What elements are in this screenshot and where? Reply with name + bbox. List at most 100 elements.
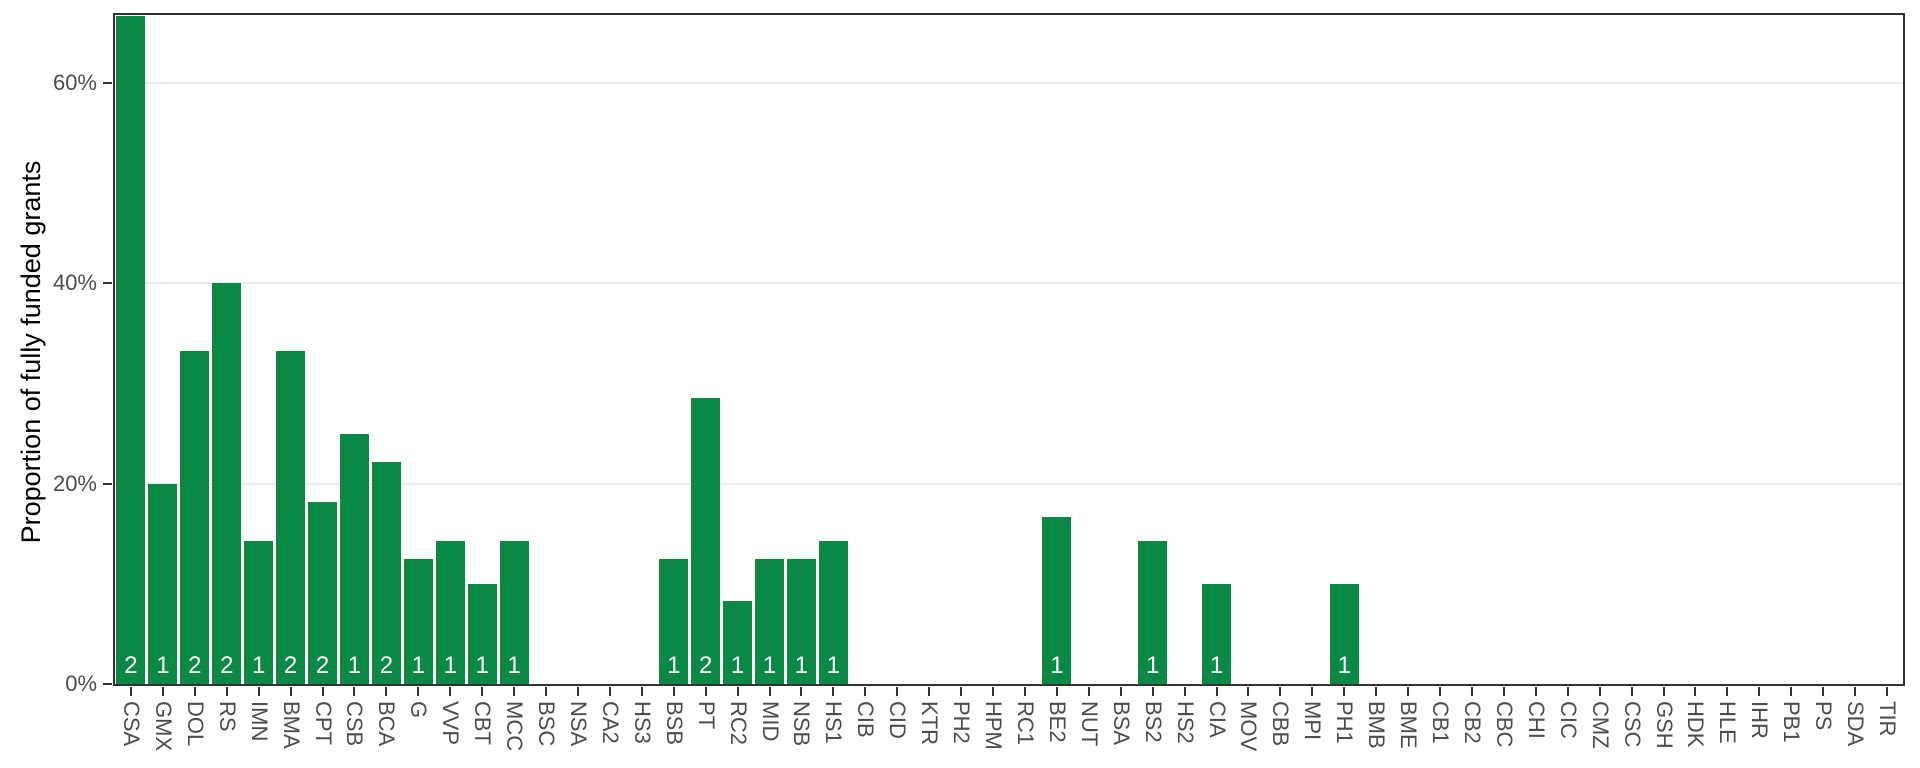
bar-count-label: 1: [1337, 652, 1351, 679]
gridline: [115, 482, 1903, 485]
x-tick: [257, 687, 260, 696]
x-tick: [640, 687, 643, 696]
bar: 1: [435, 540, 465, 684]
x-tick: [481, 687, 484, 696]
bar-count-label: 1: [730, 652, 745, 679]
bar-count-label: 2: [698, 652, 713, 679]
x-tick: [129, 687, 132, 696]
x-tick: [1502, 687, 1505, 696]
x-tick: [545, 687, 548, 696]
y-tick: [103, 683, 112, 685]
bar: 1: [403, 558, 433, 684]
bar: 1: [499, 540, 529, 684]
x-tick: [768, 687, 771, 696]
x-tick: [225, 687, 228, 696]
bar: 2: [276, 350, 306, 684]
x-tick: [608, 687, 611, 696]
x-tick: [449, 687, 452, 696]
x-tick: [928, 687, 931, 696]
bar: 2: [691, 397, 721, 684]
bar-count-label: 1: [251, 652, 266, 679]
x-tick: [1311, 687, 1314, 696]
x-tick: [1439, 687, 1442, 696]
x-tick: [321, 687, 324, 696]
bar-count-label: 1: [443, 652, 457, 679]
bar-count-label: 1: [794, 652, 809, 679]
x-tick: [1822, 687, 1825, 696]
x-tick: [193, 687, 196, 696]
bar: 1: [467, 583, 497, 684]
x-tick: [576, 687, 579, 696]
x-tick: [1694, 687, 1697, 696]
x-tick: [832, 687, 835, 696]
x-tick: [1247, 687, 1250, 696]
x-tick: [704, 687, 707, 696]
x-tick: [800, 687, 803, 696]
x-tick: [1566, 687, 1569, 696]
bar: 2: [308, 501, 338, 684]
x-tick: [960, 687, 963, 696]
bar: 1: [818, 540, 848, 684]
x-tick: [385, 687, 388, 696]
bar: 1: [755, 558, 785, 684]
bar-count-label: 2: [188, 652, 202, 679]
x-tick: [1854, 687, 1857, 696]
x-tick: [1662, 687, 1665, 696]
bar-count-label: 2: [283, 652, 298, 679]
bar: 2: [116, 16, 146, 684]
x-tick: [896, 687, 899, 696]
x-tick: [1087, 687, 1090, 696]
bar: 1: [659, 558, 689, 684]
y-tick-label: 40%: [52, 270, 97, 296]
x-tick: [1534, 687, 1537, 696]
bar-count-label: 1: [411, 652, 425, 679]
x-tick: [1598, 687, 1601, 696]
y-tick-label: 20%: [52, 470, 97, 496]
bar-count-label: 1: [1050, 652, 1064, 679]
x-tick: [1886, 687, 1889, 696]
bar: 2: [212, 283, 242, 684]
x-tick: [864, 687, 867, 696]
x-tick: [161, 687, 164, 696]
bar-count-label: 2: [220, 652, 234, 679]
bar-count-label: 1: [156, 652, 170, 679]
bar: 1: [148, 483, 178, 684]
bar: 1: [1138, 540, 1168, 684]
bar-count-label: 2: [315, 652, 330, 679]
y-tick-label: 0%: [65, 671, 97, 696]
x-tick: [1343, 687, 1346, 696]
x-tick: [513, 687, 516, 696]
x-tick: [1375, 687, 1378, 696]
x-tick: [736, 687, 739, 696]
bar: 2: [180, 350, 210, 684]
x-tick: [1758, 687, 1761, 696]
x-tick: [1215, 687, 1218, 696]
x-tick: [1151, 687, 1154, 696]
x-tick: [417, 687, 420, 696]
x-tick: [353, 687, 356, 696]
bar: 1: [723, 600, 753, 684]
x-tick: [289, 687, 292, 696]
x-tick: [1470, 687, 1473, 696]
y-tick-label: 60%: [52, 70, 97, 96]
x-tick: [1055, 687, 1058, 696]
x-tick: [1119, 687, 1122, 696]
x-tick: [1407, 687, 1410, 696]
gridline: [115, 282, 1903, 285]
bar: 2: [371, 461, 401, 684]
bar: 1: [786, 558, 816, 684]
x-tick: [1023, 687, 1026, 696]
bar-count-label: 1: [475, 652, 489, 679]
y-tick: [103, 82, 112, 85]
x-tick: [1630, 687, 1633, 696]
bar-count-label: 1: [507, 652, 521, 679]
bar-count-label: 2: [379, 652, 394, 679]
bar-count-label: 1: [347, 652, 362, 679]
x-tick: [1790, 687, 1793, 696]
bar: 1: [1329, 583, 1359, 684]
y-tick: [103, 282, 112, 285]
y-tick: [103, 482, 112, 485]
x-tick: [992, 687, 995, 696]
